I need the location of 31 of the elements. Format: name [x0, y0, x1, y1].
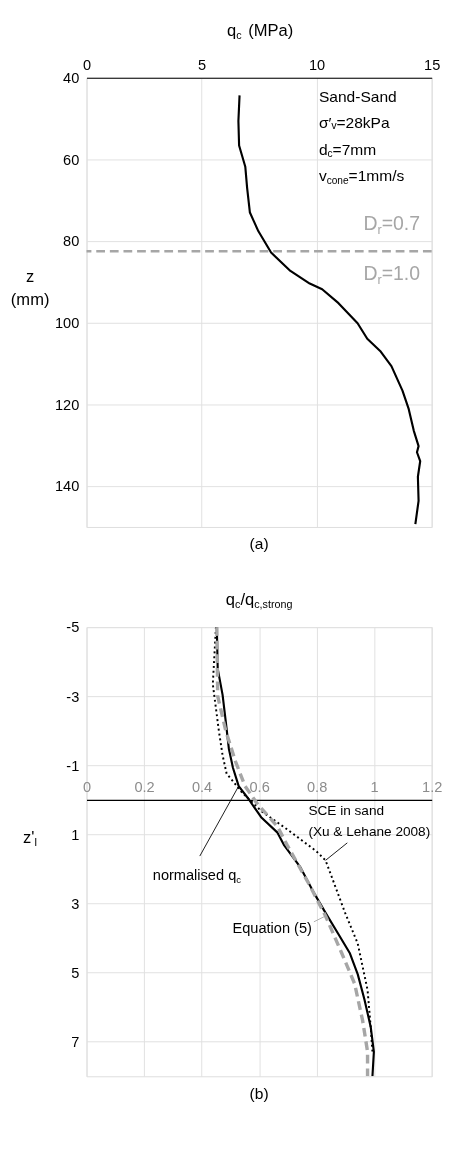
x-tick-label: 10 [309, 56, 326, 73]
x-tick-label: 5 [198, 56, 207, 73]
series-label: SCE in sand (Xu & Lehane 2008) [308, 802, 431, 840]
x-tick-label: 1.2 [422, 778, 443, 795]
x-tick-label: 15 [424, 56, 441, 73]
x-tick-label: 1 [370, 778, 379, 795]
y-tick-label: 60 [63, 151, 80, 168]
annotation: σ′ᵥ=28kPa [318, 114, 390, 132]
y-tick-label: -5 [66, 619, 80, 636]
y-tick-label: 1 [71, 826, 80, 843]
y-tick-label: 40 [63, 70, 80, 87]
y-tick-label: -3 [66, 688, 80, 705]
annotation: Sand-Sand [318, 88, 397, 106]
y-tick-label: 80 [63, 233, 80, 250]
y-tick-label: 120 [54, 396, 80, 413]
y-tick-label: 7 [71, 1034, 80, 1051]
y-tick-label: 100 [54, 315, 80, 332]
y-tick-label: 3 [71, 895, 80, 912]
x-tick-label: 0.8 [306, 778, 328, 795]
x-tick-label: 0 [82, 56, 92, 73]
x-tick-label: 0.6 [249, 778, 270, 795]
x-tick-label: 0.2 [134, 778, 155, 795]
y-tick-label: -1 [66, 757, 80, 774]
y-tick-label: 5 [71, 965, 80, 981]
x-tick-label: 0.4 [191, 778, 213, 795]
y-tick-label: 140 [54, 478, 80, 495]
x-tick-label: 0 [82, 778, 92, 795]
legend-label: Equation (5) [232, 919, 312, 936]
text: (b) [249, 1084, 269, 1102]
y-axis-title: z (mm) [10, 267, 50, 310]
text: (a) [249, 535, 269, 553]
